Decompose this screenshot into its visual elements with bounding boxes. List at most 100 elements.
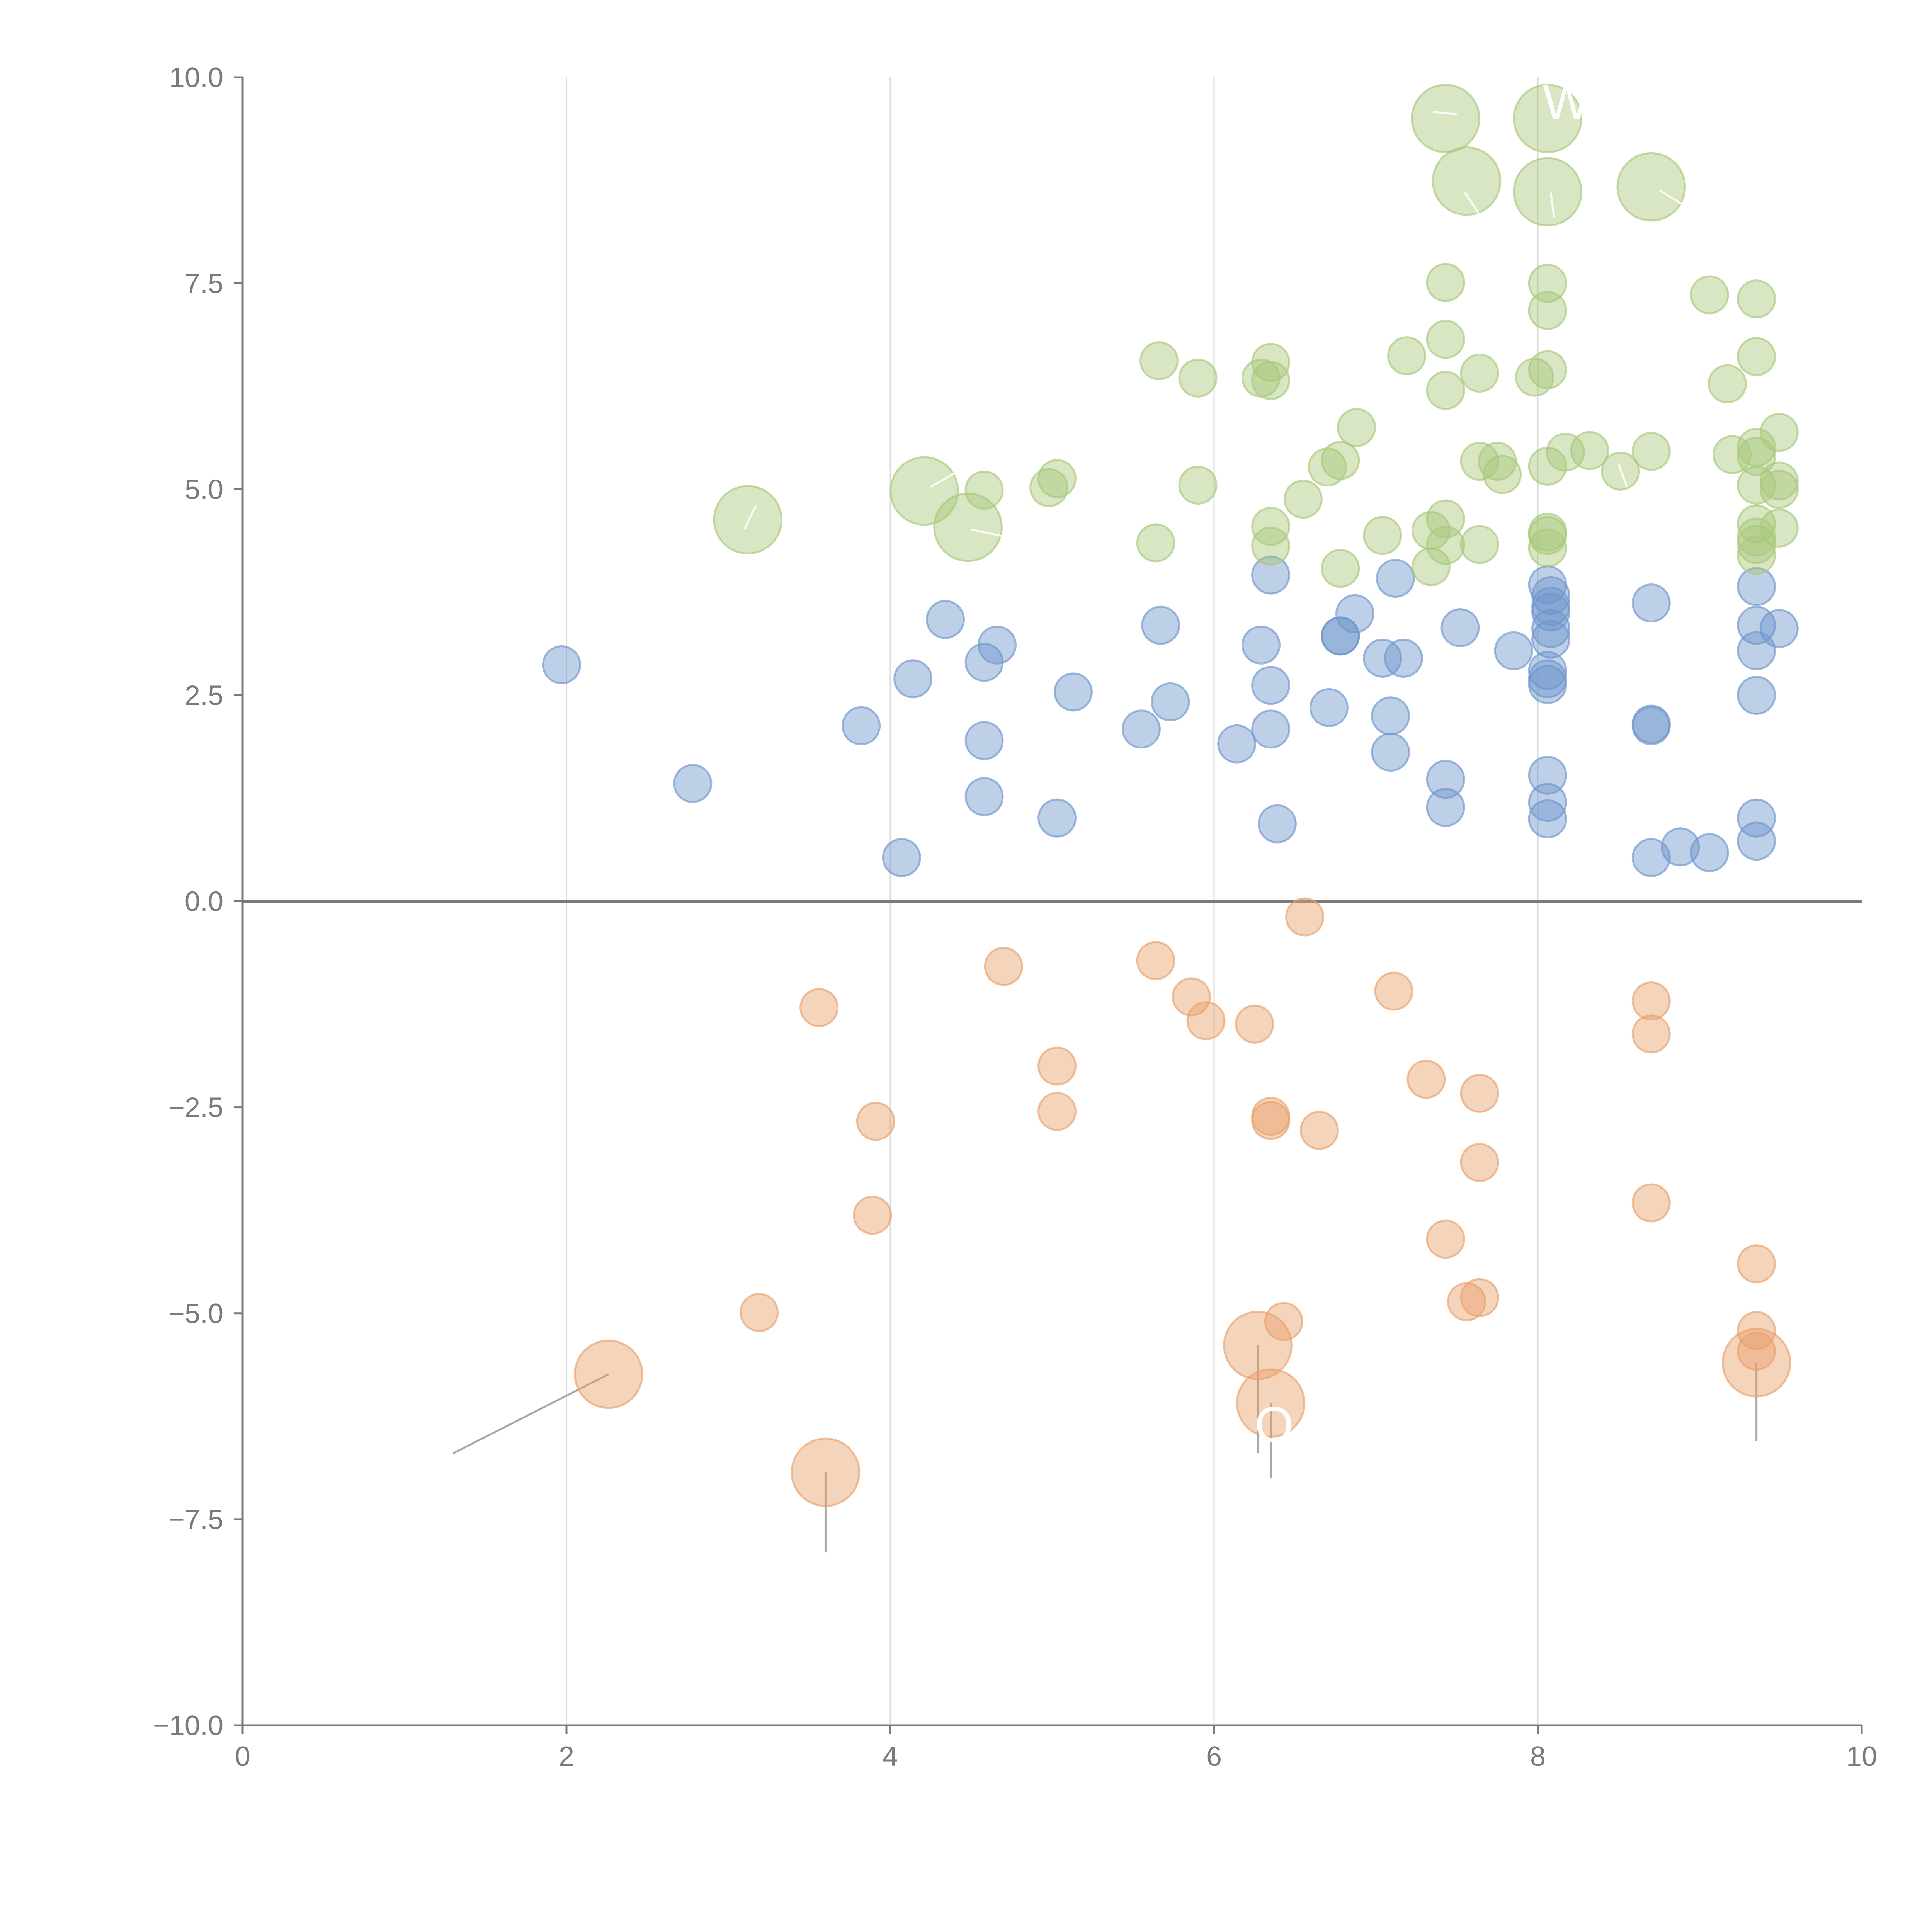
bubble-positive-high bbox=[1283, 480, 1323, 519]
bubble-negative bbox=[1223, 1311, 1293, 1380]
bubble-positive-low bbox=[1335, 594, 1375, 633]
bubble-positive-low bbox=[1690, 833, 1729, 872]
bubble-positive-low bbox=[1737, 675, 1776, 715]
bubble-positive-low bbox=[1440, 608, 1480, 648]
bubble-positive-low bbox=[1251, 555, 1291, 595]
bubble-positive-low bbox=[1528, 651, 1567, 690]
bubble-positive-high bbox=[1513, 157, 1582, 227]
x-tick-label: 10 bbox=[1846, 1741, 1877, 1772]
bubble-negative bbox=[1136, 941, 1175, 980]
x-tick-label: 8 bbox=[1530, 1741, 1546, 1772]
bubble-negative bbox=[1460, 1278, 1499, 1317]
bubble-positive-high bbox=[1337, 408, 1376, 447]
bubble-negative bbox=[853, 1196, 892, 1235]
y-tick-label: −10.0 bbox=[153, 1710, 223, 1741]
bubble-positive-high bbox=[1515, 357, 1554, 397]
bubble-negative bbox=[984, 947, 1023, 986]
leader-line bbox=[452, 1373, 609, 1454]
bubble-positive-low bbox=[1141, 605, 1180, 645]
y-tick-label: 7.5 bbox=[185, 268, 223, 299]
bubble-negative bbox=[1235, 1004, 1274, 1044]
bubble-positive-high bbox=[1037, 459, 1077, 498]
bubble-negative bbox=[574, 1339, 643, 1409]
annotation-leaders bbox=[452, 1345, 1758, 1553]
annotation-label-o: O bbox=[1255, 1396, 1294, 1453]
bubble-negative bbox=[740, 1293, 779, 1332]
bubble-negative bbox=[1406, 1060, 1446, 1099]
bubble-positive-low bbox=[1528, 783, 1567, 822]
bubble-positive-high bbox=[1321, 441, 1360, 480]
bubble-positive-low bbox=[1037, 798, 1077, 838]
leader-line-light bbox=[743, 505, 757, 529]
bubble-negative bbox=[1172, 977, 1211, 1017]
bubble-positive-high bbox=[1426, 320, 1465, 359]
bubble-positive-high bbox=[1737, 437, 1776, 476]
bubble-negative bbox=[1737, 1311, 1776, 1350]
bubble-positive-low bbox=[1528, 665, 1567, 704]
bubble-positive-high bbox=[1363, 516, 1402, 555]
bubble-negative bbox=[1631, 1183, 1671, 1223]
bubble-positive-high bbox=[1460, 525, 1499, 564]
bubble-positive-low bbox=[893, 659, 933, 699]
bubble-positive-high bbox=[1528, 516, 1567, 555]
bubble-positive-high bbox=[1251, 507, 1291, 546]
bubble-positive-high bbox=[1178, 358, 1218, 398]
bubble-negative bbox=[1460, 1143, 1499, 1182]
bubble-positive-low bbox=[842, 706, 881, 745]
bubble-positive-low bbox=[1376, 559, 1415, 598]
bubble-negative bbox=[1631, 1014, 1671, 1054]
bubble-positive-high bbox=[1759, 469, 1799, 509]
x-tick-label: 6 bbox=[1206, 1741, 1222, 1772]
x-tick-label: 2 bbox=[559, 1741, 574, 1772]
bubble-positive-low bbox=[1363, 638, 1402, 678]
bubble-positive-low bbox=[1217, 724, 1257, 764]
bubble-positive-high bbox=[1759, 413, 1799, 452]
bubble-negative bbox=[791, 1437, 861, 1507]
tick-labels: 0 2 4 6 8 10 −10.0 −7.5 −5.0 −2.5 0.0 2.5 5.0 7.5 10.0 bbox=[153, 62, 1877, 1772]
bubble-positive-low bbox=[1371, 733, 1410, 772]
y-tick-label: 0.0 bbox=[185, 886, 223, 917]
bubble-positive-low bbox=[1528, 755, 1567, 795]
bubble-negative bbox=[1186, 1001, 1226, 1041]
bubble-positive-low bbox=[542, 645, 581, 684]
bubble-positive-high bbox=[964, 470, 1004, 510]
bubble-positive-high bbox=[1136, 523, 1175, 563]
bubble-positive-high bbox=[933, 492, 1003, 562]
bubble-negative bbox=[856, 1102, 895, 1141]
bubble-negative bbox=[1737, 1244, 1776, 1284]
bubble-positive-high bbox=[1737, 337, 1776, 376]
bubble-negative bbox=[1037, 1092, 1077, 1131]
bubble-positive-low bbox=[1426, 787, 1465, 827]
bubble-positive-low bbox=[1531, 576, 1571, 615]
y-tick-label: 10.0 bbox=[169, 62, 223, 93]
bubble-positive-high bbox=[1528, 291, 1567, 330]
bubble-positive-low bbox=[882, 838, 921, 877]
bubble-positive-low bbox=[964, 721, 1004, 760]
bubble-positive-high bbox=[1759, 461, 1799, 501]
bubble-positive-low bbox=[1631, 838, 1671, 877]
bubble-negative bbox=[1264, 1302, 1303, 1341]
bubble-positive-high bbox=[1411, 547, 1451, 587]
bubble-positive-low bbox=[925, 600, 965, 639]
bubble-positive-high bbox=[1251, 526, 1291, 566]
bubble-negative bbox=[1285, 897, 1325, 937]
bubble-positive-low bbox=[1631, 583, 1671, 623]
bubble-positive-high bbox=[1321, 549, 1360, 588]
bubble-positive-low bbox=[1242, 625, 1281, 665]
leader-line-light bbox=[1658, 189, 1684, 206]
leader-line-light bbox=[1618, 464, 1628, 487]
bubble-negative bbox=[799, 988, 839, 1027]
bubble-positive-high bbox=[1616, 152, 1686, 222]
bubble-negative bbox=[1460, 1073, 1499, 1113]
bubble-positive-high bbox=[1411, 83, 1480, 153]
bubble-positive-high bbox=[1570, 431, 1609, 470]
bubble-negative bbox=[1631, 981, 1671, 1021]
leader-line-light bbox=[1550, 192, 1555, 218]
bubble-negative bbox=[1236, 1368, 1306, 1438]
bubble-positive-low bbox=[1737, 821, 1776, 861]
bubble-positive-low bbox=[1151, 682, 1190, 721]
bubble-positive-low bbox=[1053, 672, 1093, 712]
bubble-positive-low bbox=[1309, 688, 1349, 727]
bubble-negative bbox=[1374, 971, 1413, 1011]
